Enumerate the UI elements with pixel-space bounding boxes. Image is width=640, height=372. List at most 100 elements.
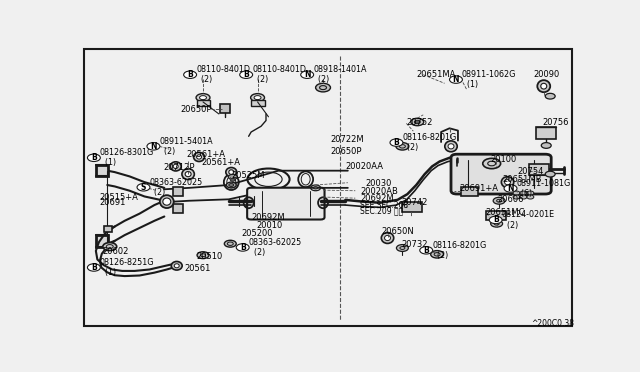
Text: 20020AB: 20020AB [360,187,398,196]
Text: 20732: 20732 [401,240,428,249]
Ellipse shape [445,141,457,152]
Ellipse shape [541,83,547,89]
Bar [536,127,556,139]
Text: 08110-8401D
  (2): 08110-8401D (2) [252,65,306,84]
Text: 08911-1062G
  (1): 08911-1062G (1) [462,70,516,89]
Circle shape [229,183,234,186]
Text: N: N [150,142,157,151]
Bar [220,104,230,113]
Ellipse shape [172,262,182,270]
Bar [96,165,108,176]
Circle shape [449,76,463,83]
Circle shape [493,197,505,204]
Text: 08911-1081G
  (6): 08911-1081G (6) [516,179,571,198]
Text: 08363-62025
  (2): 08363-62025 (2) [249,238,302,257]
Circle shape [513,191,520,195]
Circle shape [545,93,555,99]
Text: 08363-62025
  (2): 08363-62025 (2) [150,177,203,197]
Text: SEE SEC.208: SEE SEC.208 [360,201,408,210]
Text: 20691: 20691 [100,198,126,207]
Bar [403,202,422,212]
Circle shape [527,191,534,195]
Circle shape [390,139,403,146]
Text: 20691+A: 20691+A [460,184,499,193]
Circle shape [513,195,520,199]
Ellipse shape [163,198,171,205]
Ellipse shape [185,171,191,177]
Text: B: B [243,70,249,79]
Ellipse shape [538,80,550,92]
Text: 20602: 20602 [102,247,129,256]
Circle shape [251,94,264,102]
Text: 20561+A: 20561+A [187,150,226,158]
Text: 08124-0201E
  (2): 08124-0201E (2) [502,210,555,230]
Bar [96,235,108,247]
Circle shape [103,243,116,251]
Circle shape [504,185,517,192]
Bar [196,100,211,106]
Ellipse shape [170,162,181,171]
Bar [173,187,183,196]
Text: B: B [394,138,399,147]
Text: 20692M: 20692M [251,212,285,222]
Ellipse shape [504,180,511,185]
Circle shape [240,71,253,78]
Circle shape [88,154,100,161]
Circle shape [184,71,196,78]
Circle shape [236,244,249,251]
Text: 20752: 20752 [406,118,433,127]
Text: B: B [240,243,246,252]
Text: 20606: 20606 [498,195,524,204]
Circle shape [137,183,150,191]
Text: 20090: 20090 [534,70,560,79]
Circle shape [541,142,551,148]
Text: 20651MB: 20651MB [502,175,542,185]
Circle shape [396,142,409,150]
Ellipse shape [229,170,234,174]
Circle shape [520,191,527,195]
Circle shape [483,158,500,169]
Bar [486,211,506,220]
Text: 20010: 20010 [256,221,282,230]
Text: 20692M: 20692M [360,194,394,203]
Ellipse shape [173,164,178,169]
Text: 20030: 20030 [365,179,392,188]
Text: 20651MA: 20651MA [416,70,456,79]
Circle shape [314,187,317,189]
Text: 20561: 20561 [184,264,211,273]
Text: 20754: 20754 [518,167,544,176]
Circle shape [545,171,555,177]
Circle shape [227,182,236,188]
Ellipse shape [182,169,195,180]
Circle shape [197,252,209,259]
Text: S: S [141,183,146,192]
Circle shape [316,83,330,92]
Circle shape [520,195,527,199]
Text: 20650P: 20650P [330,147,362,156]
Bar [461,187,478,196]
Text: B: B [493,215,499,224]
Text: 08911-5401A
  (2): 08911-5401A (2) [159,137,213,156]
Text: 20650N: 20650N [381,227,414,236]
Circle shape [196,94,210,102]
Text: 20712P: 20712P [163,163,195,172]
Ellipse shape [381,232,394,243]
Ellipse shape [160,195,173,208]
Text: 20020AA: 20020AA [346,162,383,171]
Text: 20100: 20100 [491,155,517,164]
Text: 205200: 205200 [241,229,273,238]
Text: B: B [91,263,97,272]
Circle shape [228,174,237,180]
Text: SEC.209 備考: SEC.209 備考 [360,207,403,216]
Circle shape [301,71,314,78]
Text: N: N [508,184,514,193]
Bar [529,164,548,175]
Text: B: B [91,153,97,162]
Circle shape [225,240,236,247]
Circle shape [414,120,420,124]
Text: 20561+A: 20561+A [202,158,241,167]
Ellipse shape [193,153,205,161]
Circle shape [230,179,236,181]
Circle shape [527,195,534,199]
Text: 20525M: 20525M [231,171,265,180]
